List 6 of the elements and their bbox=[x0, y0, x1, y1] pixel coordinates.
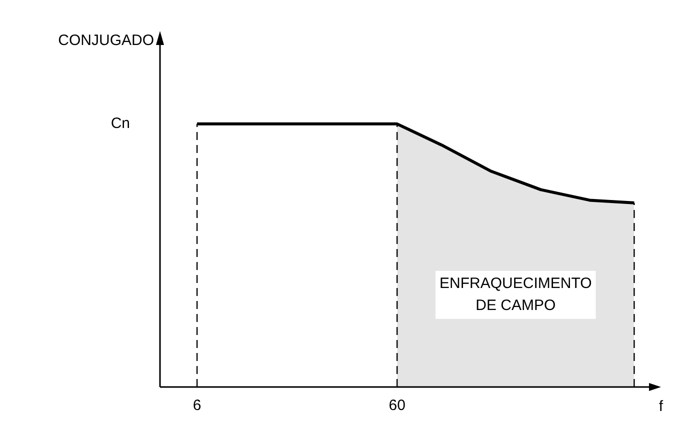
text: CONJUGADO bbox=[58, 32, 154, 50]
x-axis-title: f bbox=[658, 398, 664, 416]
band-label: ENFRAQUECIMENTO DE CAMPO bbox=[440, 275, 592, 314]
x-tick-label: 6 bbox=[192, 397, 202, 414]
text: Cn bbox=[110, 115, 130, 132]
x-tick-label: 60 bbox=[388, 397, 406, 414]
